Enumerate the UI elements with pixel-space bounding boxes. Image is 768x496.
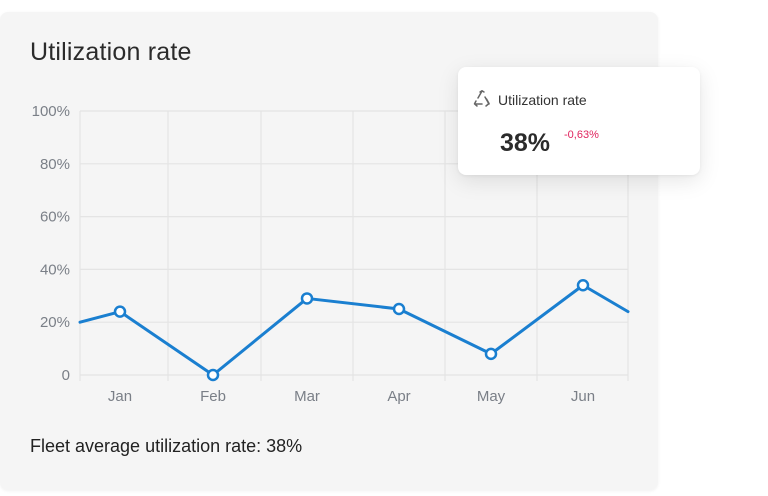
y-tick-label: 60% [40,209,70,226]
data-point [576,278,590,292]
data-point [300,292,314,305]
y-tick-label: 40% [40,261,70,278]
utilization-tooltip: Utilization rate 38% -0,63% [458,67,700,175]
data-point [392,302,406,316]
y-tick-label: 0 [62,367,70,384]
tooltip-value: 38% [500,129,551,157]
x-tick-label: Jun [571,388,595,405]
series-line [78,283,630,377]
x-tick-label: Feb [200,388,226,405]
x-tick-label: Jan [108,388,132,405]
data-point [484,347,498,361]
tooltip-delta: -0,63% [564,129,599,141]
data-point [113,305,127,318]
chart-series [78,278,630,382]
fleet-average-text: Fleet average utilization rate: 38% [30,436,303,456]
y-tick-label: 100% [32,103,70,120]
chart-title: Utilization rate [30,38,192,66]
y-tick-label: 20% [40,314,70,331]
tooltip-label: Utilization rate [498,92,587,108]
x-axis-ticks: Jan Feb Mar Apr May Jun [108,388,595,405]
y-axis-ticks: 0 20% 40% 60% 80% 100% [32,103,70,384]
data-point [206,368,220,382]
recycle-icon [473,90,490,107]
x-tick-label: Mar [294,388,320,405]
y-tick-label: 80% [40,156,70,173]
x-tick-label: May [477,388,506,405]
x-tick-label: Apr [387,388,410,405]
